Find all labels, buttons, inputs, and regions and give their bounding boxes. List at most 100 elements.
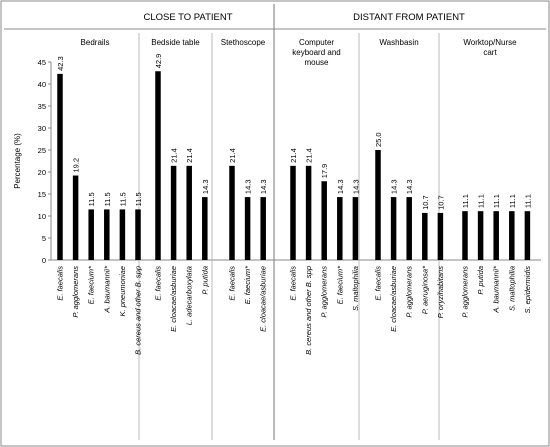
bar-value-label: 10.7 xyxy=(421,195,430,210)
bar xyxy=(352,197,359,260)
group-title: Worktop/Nurse cart xyxy=(463,38,517,57)
category-label: P. agglomerans xyxy=(71,266,80,318)
bar-value-label: 42.9 xyxy=(154,54,163,69)
bar xyxy=(337,197,343,260)
category-label: K. pneumoniae xyxy=(118,266,127,316)
y-tick-label: 20 xyxy=(38,168,46,177)
bar xyxy=(477,211,484,260)
bar xyxy=(135,209,141,260)
category-label: E. faecalis xyxy=(228,266,237,301)
group-title: Stethoscope xyxy=(221,38,266,47)
category-label: E. faecalis xyxy=(289,266,298,301)
category-label: P. agglomerans xyxy=(405,266,414,318)
bar xyxy=(290,165,296,260)
y-axis-label: Percentage (%) xyxy=(13,133,22,189)
y-tick-label: 25 xyxy=(38,146,46,155)
category-label: E. faecalis xyxy=(154,266,163,301)
bar xyxy=(305,165,312,260)
bar xyxy=(186,165,192,260)
bars-layer xyxy=(57,71,531,261)
category-label: P. aeruginosa* xyxy=(420,265,429,314)
bar xyxy=(524,211,531,260)
bar-value-label: 25.0 xyxy=(374,132,383,147)
bar-value-label: 11.1 xyxy=(523,194,532,208)
category-label: E. faecalis xyxy=(374,266,383,301)
bar xyxy=(202,197,208,260)
bar-value-label: 11.5 xyxy=(87,192,96,206)
bar xyxy=(104,209,110,260)
category-label: P. agglomerans xyxy=(320,266,329,318)
bar xyxy=(88,209,94,260)
bar-value-label: 11.1 xyxy=(492,194,501,208)
category-label: P. agglomerans xyxy=(461,266,470,318)
bar-value-label: 14.3 xyxy=(259,179,268,194)
bar xyxy=(437,212,444,260)
bar xyxy=(170,165,177,260)
y-tick-label: 0 xyxy=(42,256,46,265)
bar-value-label: 21.4 xyxy=(289,148,298,163)
bar xyxy=(260,197,266,260)
section-title: DISTANT FROM PATIENT xyxy=(353,12,465,23)
bar-value-label: 10.7 xyxy=(436,195,445,210)
bar-value-label: 11.1 xyxy=(477,194,486,208)
group-title: Washbasin xyxy=(379,38,418,47)
bar xyxy=(244,197,251,260)
bar xyxy=(375,150,381,260)
labels-layer: 42.3 E. faecalis 19.2 P. agglomerans 11.5 E. … xyxy=(56,54,533,355)
category-label: E. faecium* xyxy=(335,265,344,304)
category-label: S. maltophilia xyxy=(507,266,516,311)
bar xyxy=(321,181,327,260)
group-title: Bedrails xyxy=(81,38,110,47)
bar-value-label: 42.3 xyxy=(56,56,65,71)
category-label: E. cloacae/asburiae xyxy=(259,266,268,332)
category-label: E. cloacae/asburiae xyxy=(389,266,398,332)
bar xyxy=(509,211,515,260)
category-label: P. oryzihabitans xyxy=(436,266,445,319)
bar xyxy=(406,197,412,260)
bar xyxy=(229,165,235,260)
bar-value-label: 14.3 xyxy=(405,179,414,194)
bar xyxy=(493,211,499,260)
y-tick-label: 5 xyxy=(42,234,46,243)
bar-value-label: 14.3 xyxy=(201,179,210,194)
category-label: S. maltophilia xyxy=(351,266,360,311)
y-tick-label: 45 xyxy=(38,58,46,67)
y-tick-label: 15 xyxy=(38,190,46,199)
category-label: E. cloacae/asburiae xyxy=(169,266,178,332)
bar-value-label: 14.3 xyxy=(351,179,360,194)
bar xyxy=(390,197,397,260)
category-label: E. faecium* xyxy=(87,265,96,304)
bar-value-label: 11.1 xyxy=(508,194,517,208)
bar-value-label: 14.3 xyxy=(336,179,345,194)
bar-value-label: 21.4 xyxy=(228,148,237,163)
category-label: E. faecalis xyxy=(56,266,65,301)
bar xyxy=(72,175,79,260)
axes-layer: 0 5 10 15 20 25 30 35 40 45 Percentage (%) xyxy=(4,4,546,440)
bar-value-label: 14.3 xyxy=(244,179,253,194)
bar-value-label: 21.4 xyxy=(170,148,179,163)
y-tick-label: 30 xyxy=(38,124,46,133)
bar xyxy=(462,211,468,260)
titles-layer: CLOSE TO PATIENT Bedrails Bedside table Ste… xyxy=(81,12,518,67)
y-tick-label: 35 xyxy=(38,102,46,111)
bar-value-label: 21.4 xyxy=(185,148,194,163)
category-label: P. putida xyxy=(200,266,209,295)
bar-value-label: 11.5 xyxy=(118,192,127,206)
group-title: Bedside table xyxy=(151,38,200,47)
category-label: L. adecarboxylata xyxy=(185,266,194,325)
bar-value-label: 11.5 xyxy=(134,192,143,206)
y-tick-label: 40 xyxy=(38,80,46,89)
bar-value-label: 11.5 xyxy=(103,192,112,206)
category-label: S. epidermidis xyxy=(523,266,532,314)
bar-value-label: 14.3 xyxy=(390,179,399,194)
category-label: E. faecium* xyxy=(243,265,252,304)
bar-value-label: 11.1 xyxy=(461,194,470,208)
category-label: P. putida xyxy=(476,266,485,295)
category-label: A. baumannii* xyxy=(102,265,111,314)
group-title: Computer keyboard and mouse xyxy=(292,38,340,67)
bar xyxy=(57,73,63,260)
y-tick-label: 10 xyxy=(38,212,46,221)
bar-value-label: 19.2 xyxy=(72,158,81,173)
category-label: A. baumannii* xyxy=(492,265,501,314)
